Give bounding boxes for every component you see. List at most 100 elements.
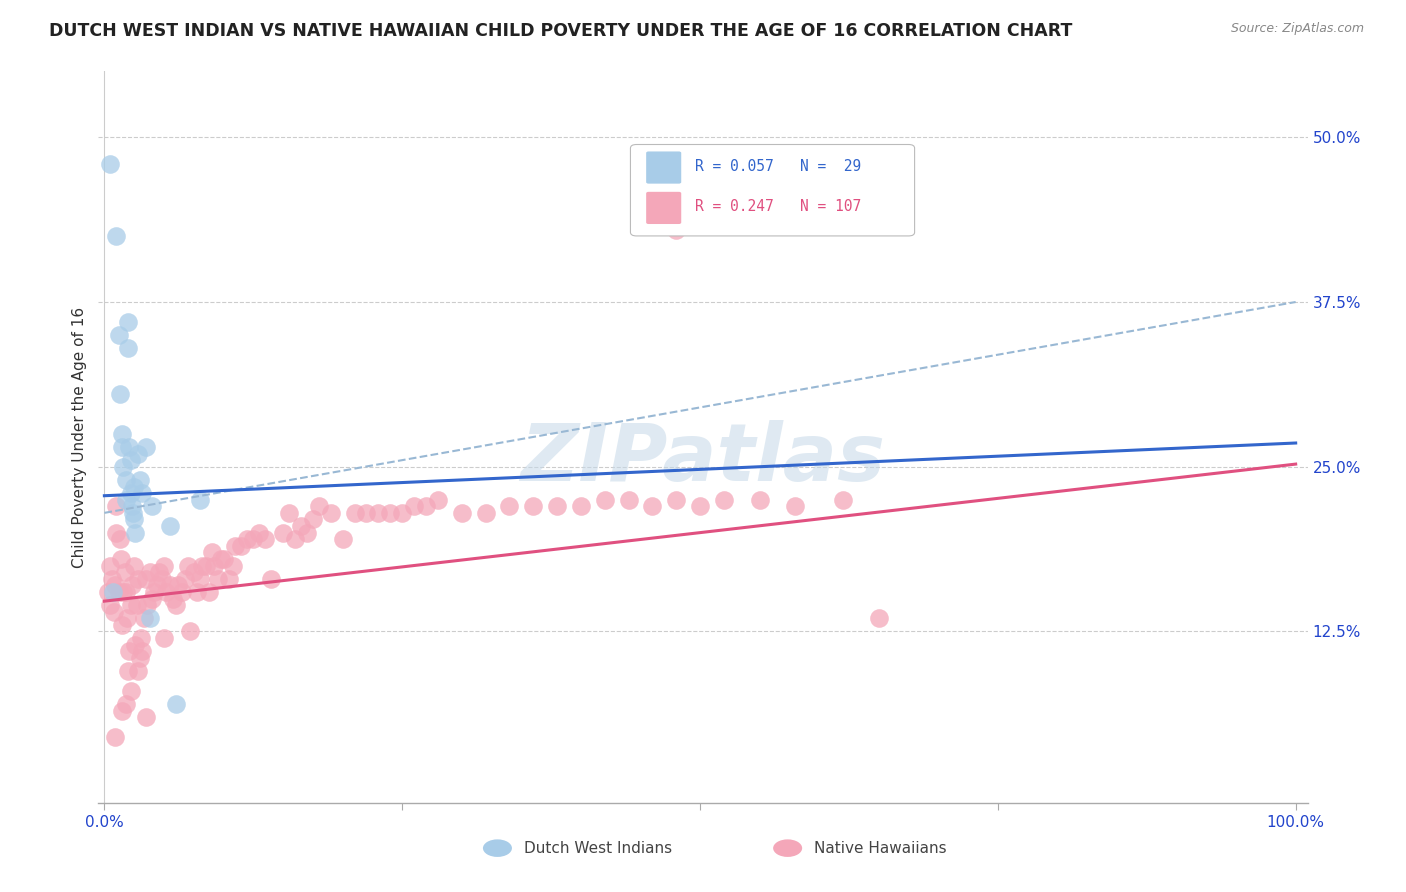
Point xyxy=(105,525,128,540)
Point xyxy=(224,539,246,553)
Point xyxy=(107,327,129,342)
Point xyxy=(104,730,127,744)
Point xyxy=(105,500,128,514)
Point xyxy=(593,492,616,507)
Point xyxy=(107,585,129,599)
Point xyxy=(98,156,121,170)
Circle shape xyxy=(482,839,512,857)
Point xyxy=(165,697,187,711)
Point xyxy=(112,585,135,599)
Point xyxy=(97,585,120,599)
Point xyxy=(138,565,160,579)
Point xyxy=(832,492,855,507)
Point xyxy=(129,650,152,665)
Point xyxy=(112,459,135,474)
Point xyxy=(150,572,173,586)
Point xyxy=(121,578,143,592)
Point xyxy=(155,585,177,599)
Point xyxy=(153,558,176,573)
Point xyxy=(98,598,121,612)
Point xyxy=(498,500,520,514)
Point xyxy=(122,558,145,573)
Point xyxy=(111,440,134,454)
Point xyxy=(207,572,229,586)
Point xyxy=(242,533,264,547)
Point xyxy=(183,565,205,579)
Point xyxy=(118,440,141,454)
Point xyxy=(426,492,449,507)
Point xyxy=(290,519,312,533)
Point xyxy=(271,525,294,540)
Point xyxy=(131,486,153,500)
Point xyxy=(260,572,283,586)
FancyBboxPatch shape xyxy=(630,145,915,235)
Point xyxy=(404,500,426,514)
Point xyxy=(247,525,270,540)
Point xyxy=(141,500,163,514)
Point xyxy=(122,506,145,520)
Point xyxy=(114,565,136,579)
Point xyxy=(284,533,307,547)
Point xyxy=(450,506,472,520)
Point xyxy=(367,506,389,520)
Text: R = 0.247   N = 107: R = 0.247 N = 107 xyxy=(695,199,860,214)
Point xyxy=(236,533,259,547)
Point xyxy=(100,572,122,586)
Text: DUTCH WEST INDIAN VS NATIVE HAWAIIAN CHILD POVERTY UNDER THE AGE OF 16 CORRELATI: DUTCH WEST INDIAN VS NATIVE HAWAIIAN CHI… xyxy=(49,22,1073,40)
Point xyxy=(343,506,366,520)
Circle shape xyxy=(773,839,803,857)
Point xyxy=(209,552,232,566)
Point xyxy=(254,533,277,547)
Point xyxy=(159,519,181,533)
Point xyxy=(202,558,225,573)
Point xyxy=(105,229,128,244)
Point xyxy=(165,598,187,612)
Point xyxy=(198,585,221,599)
Point xyxy=(689,500,711,514)
Point xyxy=(138,611,160,625)
Point xyxy=(380,506,402,520)
Point xyxy=(115,611,138,625)
Point xyxy=(785,500,807,514)
Point xyxy=(868,611,890,625)
Point xyxy=(110,552,132,566)
Point xyxy=(125,598,148,612)
Point xyxy=(108,387,131,401)
Point xyxy=(167,578,190,592)
Point xyxy=(120,683,142,698)
Point xyxy=(127,446,149,460)
FancyBboxPatch shape xyxy=(647,152,682,184)
Point xyxy=(222,558,245,573)
Point xyxy=(191,558,214,573)
Point xyxy=(111,426,134,441)
Point xyxy=(127,664,149,678)
Point xyxy=(120,453,142,467)
Point xyxy=(391,506,413,520)
Text: ZIPatlas: ZIPatlas xyxy=(520,420,886,498)
Point xyxy=(474,506,496,520)
Point xyxy=(188,492,211,507)
Point xyxy=(141,591,163,606)
Point xyxy=(111,618,134,632)
Text: R = 0.057   N =  29: R = 0.057 N = 29 xyxy=(695,159,860,174)
Point xyxy=(231,539,253,553)
Point xyxy=(170,585,193,599)
Text: Native Hawaiians: Native Hawaiians xyxy=(814,840,946,855)
Point xyxy=(129,473,152,487)
Point xyxy=(111,704,134,718)
Point xyxy=(127,572,149,586)
Point xyxy=(121,500,143,514)
Point xyxy=(124,525,146,540)
Point xyxy=(120,486,142,500)
Point xyxy=(131,644,153,658)
Point xyxy=(713,492,735,507)
Point xyxy=(122,479,145,493)
Point xyxy=(278,506,301,520)
Point xyxy=(186,585,208,599)
Point xyxy=(118,644,141,658)
Point xyxy=(522,500,544,514)
Point xyxy=(332,533,354,547)
Point xyxy=(295,525,318,540)
Point xyxy=(162,591,184,606)
Text: Dutch West Indians: Dutch West Indians xyxy=(524,840,672,855)
